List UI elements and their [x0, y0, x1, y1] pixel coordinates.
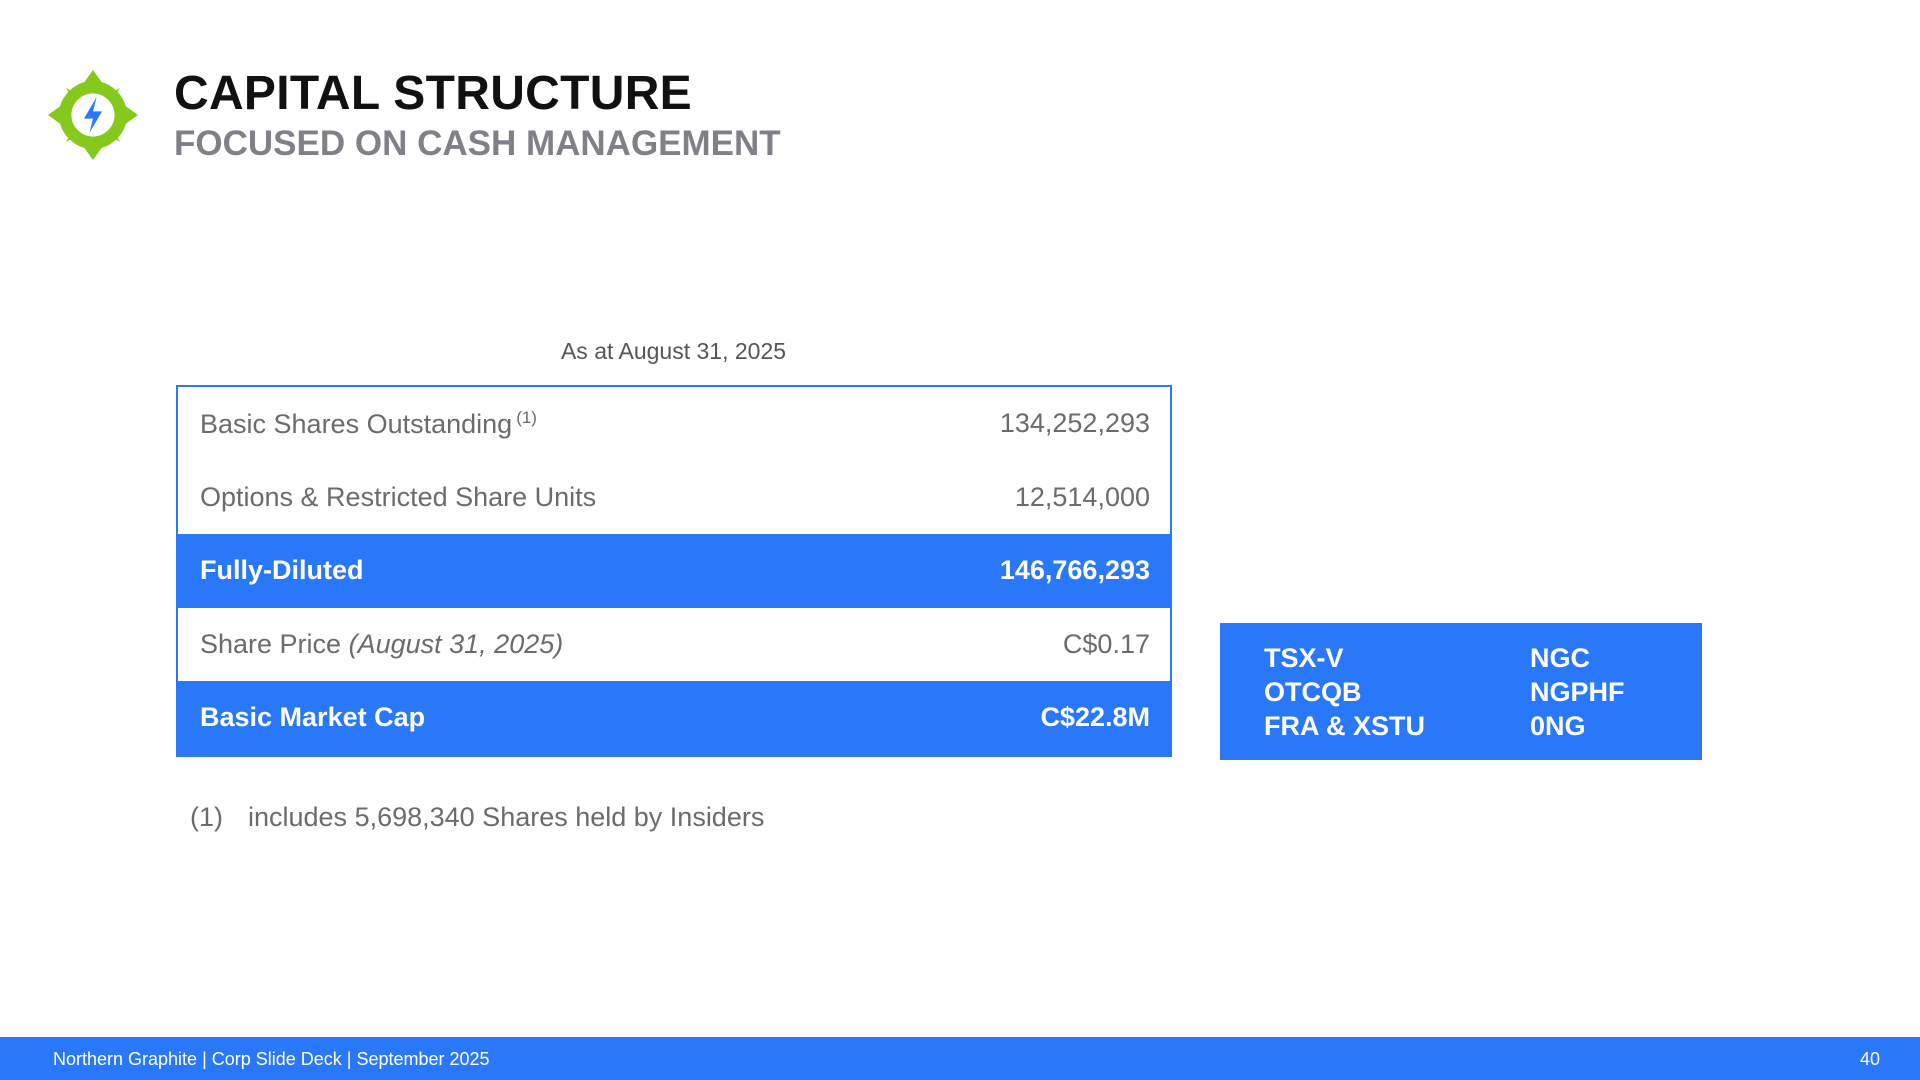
footnote: (1) includes 5,698,340 Shares held by Ins…	[190, 802, 764, 833]
footer-text: Northern Graphite | Corp Slide Deck | Se…	[53, 1049, 490, 1069]
row-label-text: Share Price	[200, 628, 342, 659]
table-caption: As at August 31, 2025	[560, 338, 787, 364]
page-title: CAPITAL STRUCTURE	[174, 67, 692, 120]
ticker-exchange: FRA & XSTU	[1264, 711, 1425, 741]
row-value: 12,514,000	[1014, 481, 1150, 512]
ticker-symbol: NGPHF	[1530, 677, 1625, 707]
ticker-symbol: 0NG	[1530, 711, 1586, 741]
company-logo-icon	[48, 70, 138, 160]
page-subtitle: FOCUSED ON CASH MANAGEMENT	[174, 124, 781, 163]
row-value: C$0.17	[1062, 628, 1150, 659]
row-label: Fully-Diluted	[200, 555, 364, 586]
ticker-box: TSX-V NGC OTCQB NGPHF FRA & XSTU 0NG	[1220, 623, 1702, 760]
table-row-fully-diluted: Fully-Diluted 146,766,293	[178, 534, 1170, 608]
table-row-share-price: Share Price (August 31, 2025) C$0.17	[178, 608, 1170, 682]
footnote-marker: (1)	[516, 407, 537, 427]
ticker-row: TSX-V NGC	[1264, 641, 1702, 675]
ticker-exchange: TSX-V	[1264, 643, 1344, 673]
footnote-text: includes 5,698,340 Shares held by Inside…	[248, 802, 765, 832]
footnote-number: (1)	[190, 802, 223, 832]
row-value: 146,766,293	[999, 555, 1150, 586]
row-label: Basic Shares Outstanding (1)	[200, 408, 537, 440]
row-label-text: Basic Shares Outstanding	[200, 408, 513, 439]
ticker-row: FRA & XSTU 0NG	[1264, 709, 1702, 743]
row-value: C$22.8M	[1040, 702, 1150, 733]
ticker-exchange: OTCQB	[1264, 677, 1362, 707]
table-row-basic-shares: Basic Shares Outstanding (1) 134,252,293	[178, 387, 1170, 461]
ticker-row: OTCQB NGPHF	[1264, 675, 1702, 709]
page-number: 40	[1859, 1049, 1880, 1069]
ticker-symbol: NGC	[1530, 643, 1590, 673]
row-label: Options & Restricted Share Units	[200, 481, 597, 512]
row-label: Share Price (August 31, 2025)	[200, 629, 563, 660]
row-label: Basic Market Cap	[200, 702, 426, 733]
row-label-date: (August 31, 2025)	[348, 628, 564, 659]
capital-structure-table: Basic Shares Outstanding (1) 134,252,293 …	[176, 385, 1172, 757]
table-row-options: Options & Restricted Share Units 12,514,…	[178, 461, 1170, 535]
row-value: 134,252,293	[999, 408, 1150, 439]
footer-bar: Northern Graphite | Corp Slide Deck | Se…	[0, 1037, 1920, 1080]
table-row-market-cap: Basic Market Cap C$22.8M	[178, 681, 1170, 755]
